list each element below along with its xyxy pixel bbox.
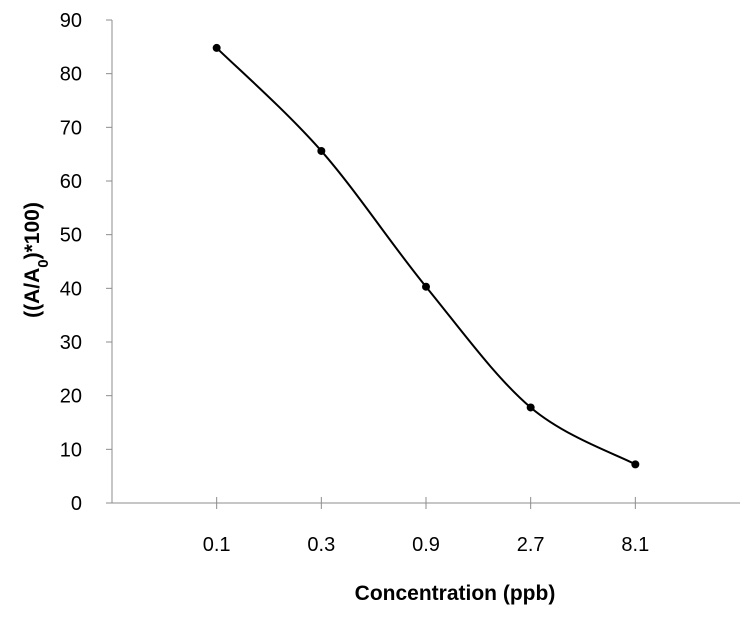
data-point [526, 403, 535, 412]
data-point [212, 43, 221, 52]
x-axis-title: Concentration (ppb) [355, 582, 556, 605]
y-axis-ticks: 0 10 20 30 40 50 60 70 80 90 [60, 10, 112, 515]
x-tick-label: 2.7 [517, 534, 545, 556]
series-line [215, 47, 636, 466]
y-axis-title-prefix: ((A/A [21, 268, 44, 318]
x-tick-label: 0.3 [307, 534, 335, 556]
series-group [212, 43, 640, 469]
y-axis-title: ((A/A0)*100) [21, 202, 52, 318]
y-tick-label: 70 [60, 117, 82, 139]
y-tick-label: 10 [60, 439, 82, 461]
x-axis-ticks: 0.1 0.3 0.9 2.7 8.1 [203, 497, 649, 556]
y-tick-label: 40 [60, 278, 82, 300]
data-point [631, 460, 640, 469]
y-tick-label: 80 [60, 64, 82, 86]
x-tick-label: 0.1 [203, 534, 231, 556]
x-tick-label: 8.1 [621, 534, 649, 556]
y-axis-title-suffix: )*100) [21, 202, 44, 259]
y-tick-label: 20 [60, 386, 82, 408]
y-tick-label: 90 [60, 10, 82, 32]
y-axis-title-subscript: 0 [35, 259, 52, 267]
axes [111, 20, 740, 504]
y-tick-label: 60 [60, 171, 82, 193]
y-tick-label: 50 [60, 225, 82, 247]
data-point [317, 146, 326, 155]
y-tick-label: 30 [60, 332, 82, 354]
y-tick-label: 0 [71, 493, 82, 515]
data-point [422, 282, 430, 291]
x-tick-label: 0.9 [412, 534, 440, 556]
